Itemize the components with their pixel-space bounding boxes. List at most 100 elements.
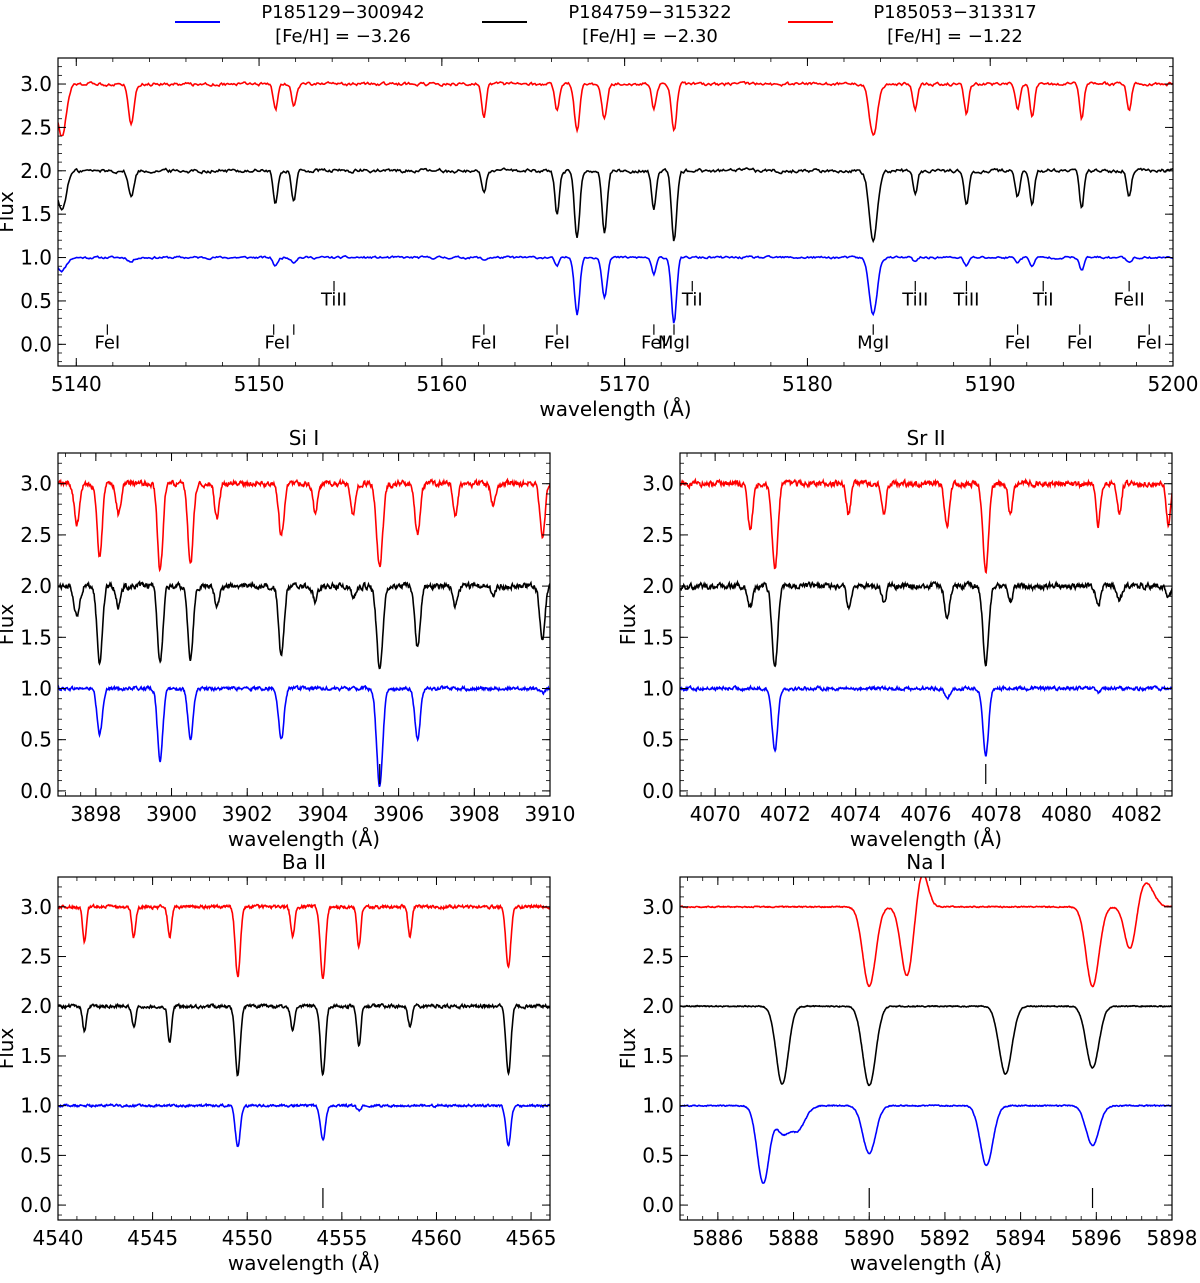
line-id-label: TiII — [320, 289, 347, 310]
line-id-label: FeI — [641, 333, 667, 354]
y-tick-label: 2.0 — [642, 574, 674, 598]
y-tick-label: 0.5 — [20, 1143, 52, 1167]
y-tick-label: 2.0 — [20, 994, 52, 1018]
x-tick-label: 4540 — [33, 1226, 84, 1250]
y-tick-label: 0.0 — [20, 1193, 52, 1217]
line-id-label: MgI — [658, 333, 690, 354]
panel-title: Ba II — [282, 850, 326, 874]
x-tick-label: 4560 — [411, 1226, 462, 1250]
plot-area-si — [58, 477, 550, 788]
y-tick-label: 2.5 — [642, 523, 674, 547]
y-tick-label: 3.0 — [20, 72, 52, 96]
y-tick-label: 0.5 — [20, 728, 52, 752]
line-id-label: TiII — [901, 289, 928, 310]
y-tick-label: 2.0 — [20, 574, 52, 598]
x-tick-label: 3902 — [222, 802, 273, 826]
x-axis-label: wavelength (Å) — [850, 1251, 1002, 1275]
y-axis-label: Flux — [616, 1028, 640, 1070]
series-line-0 — [58, 1102, 550, 1148]
legend-name-0: P185129−300942 — [261, 2, 424, 23]
x-tick-label: 4082 — [1111, 802, 1162, 826]
panel-frame-na — [679, 876, 1173, 1221]
y-axis-label: Flux — [0, 191, 18, 233]
x-tick-label: 4545 — [127, 1226, 178, 1250]
line-id-label: FeI — [264, 333, 290, 354]
y-tick-label: 3.0 — [20, 895, 52, 919]
line-id-label: FeI — [1067, 333, 1093, 354]
series-line-0 — [58, 254, 1173, 324]
x-tick-label: 4078 — [971, 802, 1022, 826]
y-tick-label: 0.5 — [642, 1143, 674, 1167]
x-tick-label: 4070 — [690, 802, 741, 826]
x-tick-label: 4565 — [506, 1226, 557, 1250]
y-tick-label: 0.0 — [20, 332, 52, 356]
series-line-2 — [680, 877, 1172, 988]
y-axis-label: Flux — [0, 1028, 18, 1070]
y-tick-label: 0.0 — [642, 779, 674, 803]
y-tick-label: 1.5 — [20, 625, 52, 649]
y-tick-label: 1.0 — [642, 1094, 674, 1118]
line-id-label: FeI — [94, 333, 120, 354]
series-line-1 — [680, 1004, 1172, 1087]
series-line-2 — [58, 903, 550, 980]
series-line-0 — [680, 684, 1172, 757]
y-tick-label: 1.5 — [20, 1044, 52, 1068]
y-tick-label: 2.0 — [642, 994, 674, 1018]
y-tick-label: 0.0 — [20, 779, 52, 803]
plot-area-na — [680, 877, 1172, 1184]
x-tick-label: 5898 — [1147, 1226, 1198, 1250]
x-tick-label: 5892 — [919, 1226, 970, 1250]
y-tick-label: 1.5 — [642, 1044, 674, 1068]
y-tick-label: 2.5 — [642, 945, 674, 969]
panel-title: Sr II — [906, 426, 945, 450]
x-tick-label: 5160 — [416, 372, 467, 396]
x-tick-label: 4550 — [222, 1226, 273, 1250]
y-tick-label: 0.5 — [20, 289, 52, 313]
y-tick-label: 1.0 — [642, 676, 674, 700]
y-tick-label: 2.5 — [20, 523, 52, 547]
y-tick-label: 2.5 — [20, 945, 52, 969]
y-axis-label: Flux — [0, 604, 18, 646]
legend-feh-2: [Fe/H] = −1.22 — [887, 26, 1023, 47]
legend-entry-2: P185053−313317 [Fe/H] = −1.22 — [788, 2, 1037, 47]
legend-feh-0: [Fe/H] = −3.26 — [275, 26, 411, 47]
plot-area-main — [58, 80, 1173, 324]
y-tick-label: 1.5 — [642, 625, 674, 649]
x-tick-label: 4074 — [830, 802, 881, 826]
line-id-label: FeI — [1136, 333, 1162, 354]
series-line-1 — [680, 579, 1172, 668]
y-tick-label: 2.0 — [20, 159, 52, 183]
panel-si: 3898 3900 3902 3904 3906 3908 3910 0.0 0.5 1.0 1.5… — [0, 426, 575, 851]
y-axis-label: Flux — [616, 604, 640, 646]
legend-entry-1: P184759−315322 [Fe/H] = −2.30 — [482, 2, 732, 47]
plot-area-ba — [58, 903, 550, 1148]
y-tick-label: 1.5 — [20, 202, 52, 226]
series-line-2 — [680, 477, 1172, 575]
line-id-label: MgI — [857, 333, 889, 354]
x-axis-label: wavelength (Å) — [539, 397, 691, 421]
legend-name-2: P185053−313317 — [873, 2, 1036, 23]
series-line-0 — [680, 1103, 1172, 1184]
x-tick-label: 3908 — [449, 802, 500, 826]
y-tick-label: 1.0 — [20, 246, 52, 270]
x-tick-label: 5170 — [599, 372, 650, 396]
series-line-1 — [58, 1002, 550, 1077]
series-line-1 — [58, 167, 1173, 244]
y-tick-label: 3.0 — [642, 472, 674, 496]
x-tick-label: 4076 — [901, 802, 952, 826]
x-tick-label: 4080 — [1041, 802, 1092, 826]
x-tick-label: 5190 — [965, 372, 1016, 396]
series-line-2 — [58, 477, 550, 573]
x-tick-label: 4072 — [760, 802, 811, 826]
panel-title: Si I — [289, 426, 320, 450]
line-id-label: FeI — [1005, 333, 1031, 354]
x-tick-label: 5150 — [234, 372, 285, 396]
x-tick-label: 5180 — [782, 372, 833, 396]
x-tick-label: 3904 — [297, 802, 348, 826]
x-tick-label: 3898 — [70, 802, 121, 826]
line-id-label: FeII — [1114, 289, 1145, 310]
x-tick-label: 5896 — [1071, 1226, 1122, 1250]
line-id-label: TiI — [1032, 289, 1054, 310]
